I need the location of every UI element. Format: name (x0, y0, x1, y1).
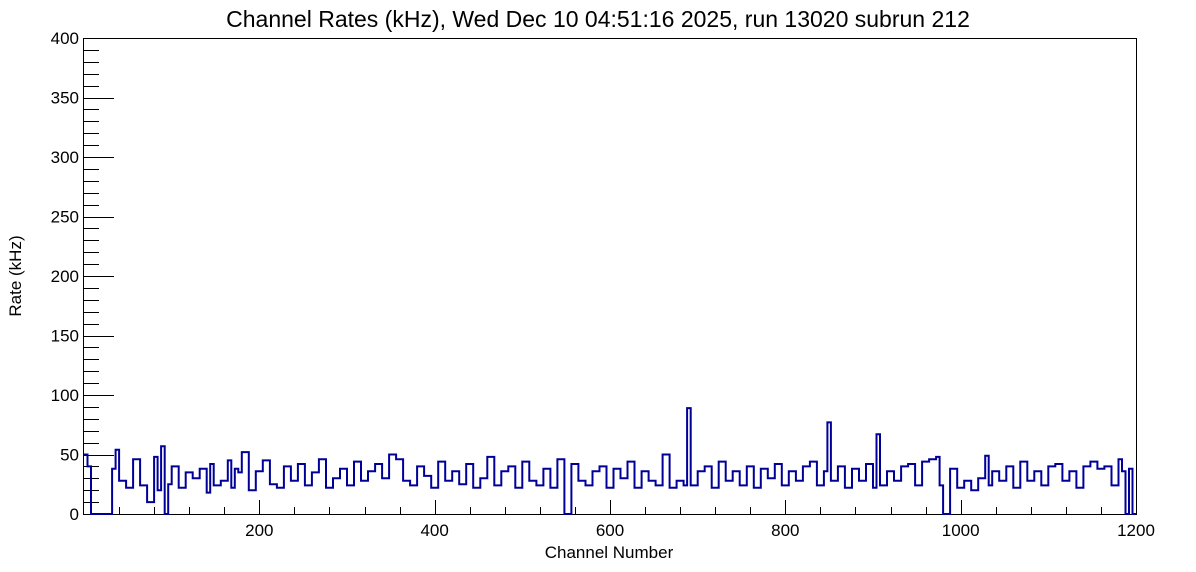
x-axis-title: Channel Number (545, 543, 674, 562)
y-tick-label: 200 (51, 267, 79, 286)
x-tick-label: 200 (245, 521, 273, 540)
y-tick-label: 150 (51, 327, 79, 346)
y-axis-tick-labels: 0 50 100 150 200 250 300 350 400 (51, 29, 79, 524)
y-tick-label: 300 (51, 148, 79, 167)
x-tick-label: 1000 (942, 521, 980, 540)
x-tick-label: 800 (771, 521, 799, 540)
y-tick-label: 0 (70, 505, 79, 524)
chart-title: Channel Rates (kHz), Wed Dec 10 04:51:16… (226, 6, 970, 32)
y-tick-label: 350 (51, 89, 79, 108)
x-axis-ticks (119, 500, 1137, 514)
series-group (84, 407, 1136, 515)
x-tick-label: 600 (596, 521, 624, 540)
x-tick-label: 1200 (1117, 521, 1155, 540)
y-tick-label: 50 (60, 446, 79, 465)
y-tick-label: 400 (51, 29, 79, 48)
y-tick-label: 250 (51, 208, 79, 227)
plot-frame (83, 38, 1137, 515)
x-axis-tick-labels: 200 400 600 800 1000 1200 (245, 521, 1155, 540)
rate-series-line (84, 407, 1136, 515)
y-axis-ticks (84, 38, 114, 515)
y-tick-label: 100 (51, 386, 79, 405)
x-tick-label: 400 (420, 521, 448, 540)
y-axis-title: Rate (kHz) (6, 235, 25, 316)
